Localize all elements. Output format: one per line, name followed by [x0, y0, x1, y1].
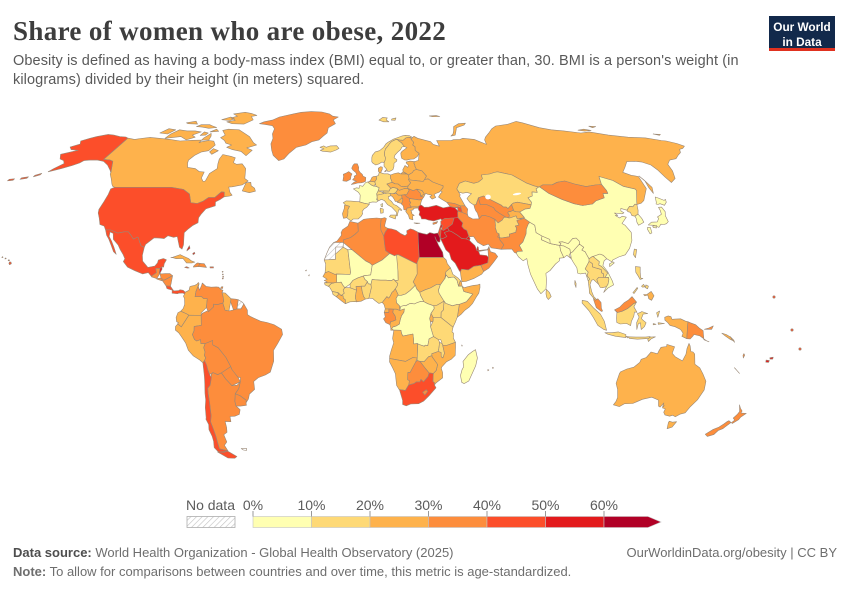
svg-text:50%: 50%	[531, 497, 559, 513]
svg-text:40%: 40%	[473, 497, 501, 513]
svg-text:10%: 10%	[297, 497, 325, 513]
svg-text:20%: 20%	[356, 497, 384, 513]
svg-text:0%: 0%	[243, 497, 263, 513]
svg-text:60%: 60%	[590, 497, 618, 513]
svg-text:No data: No data	[186, 497, 235, 513]
svg-text:30%: 30%	[414, 497, 442, 513]
